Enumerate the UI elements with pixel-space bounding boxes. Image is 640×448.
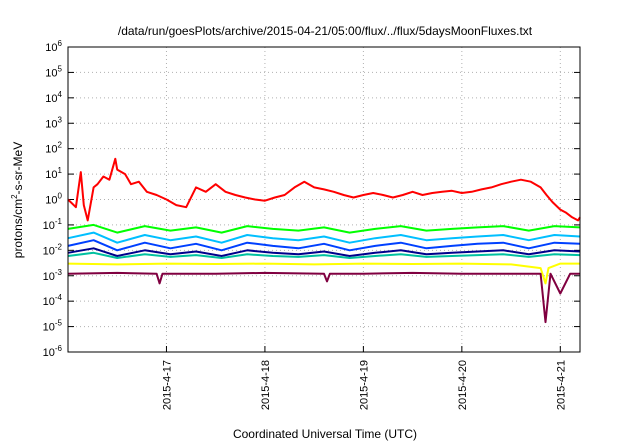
y-tick-base: 10	[43, 245, 55, 257]
y-tick-label: 10-2	[43, 242, 63, 257]
y-tick-exponent: 3	[58, 115, 63, 124]
y-tick-label: 105	[45, 64, 62, 79]
y-tick-base: 10	[43, 347, 55, 359]
y-tick-base: 10	[45, 67, 57, 79]
x-tick-labels: 2015-4-17 2015-4-18 2015-4-19 2015-4-20 2015…	[161, 360, 567, 410]
x-tick-label: 2015-4-19	[358, 360, 370, 410]
x-tick-label: 2015-4-18	[260, 360, 272, 410]
y-tick-base: 10	[45, 93, 57, 105]
y-tick-exponent: -4	[55, 293, 63, 302]
y-tick-label: 10-3	[43, 268, 63, 283]
y-axis-label-part-2: -s-sr-MeV	[11, 142, 25, 195]
y-tick-base: 10	[45, 195, 57, 207]
y-tick-base: 10	[43, 220, 55, 232]
y-tick-labels: 10-610-510-410-310-210-11001011021031041…	[43, 39, 63, 359]
y-axis-label-part-1: protons/cm	[11, 199, 25, 258]
series-group	[67, 157, 581, 324]
y-tick-base: 10	[45, 42, 57, 54]
series-line-3	[67, 231, 581, 244]
series-line-1	[67, 157, 581, 222]
y-tick-exponent: 5	[58, 64, 63, 73]
y-tick-label: 10-5	[43, 319, 63, 334]
y-tick-base: 10	[45, 144, 57, 156]
y-tick-exponent: 2	[58, 141, 63, 150]
y-tick-label: 10-1	[43, 217, 63, 232]
y-tick-exponent: 4	[58, 90, 63, 99]
y-tick-label: 104	[45, 90, 62, 105]
x-tick-label: 2015-4-17	[161, 360, 173, 410]
y-tick-label: 10-4	[43, 293, 63, 308]
grid	[68, 46, 580, 353]
y-tick-label: 103	[45, 115, 62, 130]
y-tick-label: 106	[45, 39, 62, 54]
series-line-6	[67, 251, 581, 259]
y-axis-label: protons/cm2-s-sr-MeV	[10, 142, 25, 258]
x-axis-label: Coordinated Universal Time (UTC)	[233, 427, 417, 441]
y-tick-base: 10	[43, 322, 55, 334]
series-line-2	[67, 223, 581, 234]
y-tick-exponent: -2	[55, 242, 63, 251]
y-axis-label-exponent: 2	[10, 194, 19, 199]
y-tick-base: 10	[43, 296, 55, 308]
y-tick-exponent: 0	[58, 192, 63, 201]
series-line-4	[67, 239, 581, 252]
y-tick-exponent: 1	[58, 166, 63, 175]
y-tick-base: 10	[45, 118, 57, 130]
y-tick-base: 10	[45, 169, 57, 181]
y-tick-label: 10-6	[43, 344, 63, 359]
x-tick-label: 2015-4-21	[555, 360, 567, 410]
series-line-7	[67, 262, 580, 285]
series-line-5	[67, 247, 581, 257]
y-tick-exponent: -5	[55, 319, 63, 328]
y-tick-exponent: -3	[55, 268, 63, 277]
y-tick-label: 100	[45, 192, 62, 207]
series-line-8	[67, 271, 580, 324]
x-tick-label: 2015-4-20	[457, 360, 469, 410]
y-tick-exponent: -6	[55, 344, 63, 353]
plot-frame	[67, 46, 581, 353]
chart-title: /data/run/goesPlots/archive/2015-04-21/0…	[118, 24, 533, 38]
y-tick-label: 101	[45, 166, 62, 181]
y-tick-exponent: 6	[58, 39, 63, 48]
y-tick-exponent: -1	[55, 217, 63, 226]
y-tick-base: 10	[43, 271, 55, 283]
y-tick-label: 102	[45, 141, 62, 156]
